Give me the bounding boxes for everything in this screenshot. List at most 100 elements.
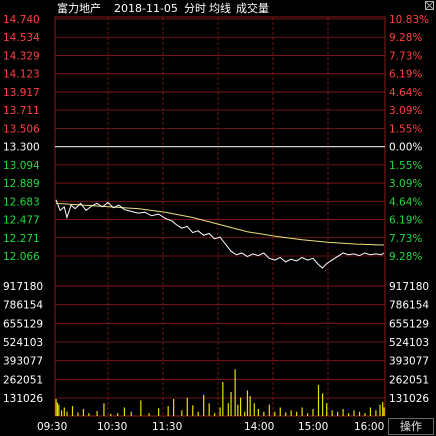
volume-bar (55, 398, 57, 416)
pct-tick-label: 9.28% (389, 32, 422, 44)
price-tick-label: 14.329 (3, 50, 40, 62)
pct-tick-label: 9.28% (389, 251, 422, 263)
volume-bar (56, 402, 59, 416)
price-line (55, 199, 385, 269)
volume-bar (214, 413, 216, 416)
volume-bar (312, 408, 314, 416)
volume-bar (237, 404, 239, 416)
price-tick-label: 14.534 (3, 32, 40, 44)
volume-bar (244, 411, 246, 416)
volume-tick-label-right: 131026 (389, 393, 429, 405)
volume-bar (326, 403, 328, 416)
volume-bar (117, 413, 119, 416)
pct-tick-label: 1.55% (389, 160, 422, 172)
pct-tick-label: 6.19% (389, 215, 422, 227)
volume-bar (290, 410, 292, 416)
average-price-line (55, 202, 385, 246)
chart-grid (54, 16, 386, 417)
volume-bar (140, 400, 142, 416)
pct-tick-label: 7.73% (389, 50, 422, 62)
price-tick-label: 12.066 (3, 251, 40, 263)
volume-bar (234, 369, 236, 416)
time-tick-label: 11:30 (152, 421, 182, 433)
volume-bar (246, 390, 249, 416)
pct-tick-label: 1.55% (389, 123, 422, 135)
price-tick-label: 13.917 (3, 87, 40, 99)
volume-bar (263, 411, 265, 416)
time-tick-label: 09:30 (37, 421, 67, 433)
volume-bar (331, 410, 333, 416)
volume-bar (257, 408, 259, 416)
price-tick-label: 13.506 (3, 123, 40, 135)
volume-bar (181, 410, 183, 416)
volume-bar (375, 410, 377, 416)
volume-bar (317, 384, 320, 416)
volume-tick-label: 131026 (3, 393, 43, 405)
volume-bar (219, 407, 221, 416)
volume-bar (110, 413, 112, 416)
volume-bar (158, 408, 160, 416)
volume-bar (192, 405, 194, 416)
close-icon[interactable] (425, 1, 434, 10)
volume-bar (103, 403, 105, 416)
volume-bar (197, 411, 199, 416)
volume-bar (382, 401, 384, 416)
pct-tick-label: 4.64% (389, 87, 422, 99)
volume-bar (82, 408, 85, 416)
volume-tick-label: 524103 (3, 337, 43, 349)
pct-tick-label: 0.00% (389, 142, 422, 154)
volume-bar (353, 410, 355, 416)
volume-tick-label: 655129 (3, 318, 43, 330)
volume-bar (342, 408, 344, 416)
volume-tick-label-right: 393077 (389, 356, 429, 368)
volume-bar (148, 413, 150, 416)
chart-title-mode: 分时 (184, 2, 206, 15)
volume-bar (379, 404, 381, 416)
price-lines (55, 199, 385, 269)
volume-bar (347, 413, 350, 416)
volume-bar (279, 407, 281, 416)
volume-bar (358, 411, 361, 416)
volume-bar (285, 412, 287, 416)
price-tick-label: 14.740 (3, 14, 40, 26)
volume-tick-label: 917180 (3, 281, 43, 293)
price-tick-label: 13.711 (3, 105, 40, 117)
time-tick-label: 10:30 (97, 421, 127, 433)
volume-bar (369, 407, 372, 416)
volume-tick-label-right: 655129 (389, 318, 429, 330)
volume-bar (63, 407, 65, 416)
volume-bar (186, 397, 188, 416)
pct-tick-label: 10.83% (389, 14, 429, 26)
time-tick-label: 15:00 (298, 421, 328, 433)
volume-bar (66, 411, 68, 416)
chart-title-date: 2018-11-05 (114, 2, 178, 15)
volume-bar (227, 403, 229, 416)
volume-bar (222, 381, 224, 416)
pct-tick-label: 4.64% (389, 196, 422, 208)
volume-bar (88, 413, 90, 416)
volume-bar (77, 412, 79, 416)
volume-bar (123, 407, 126, 416)
chart-frame (54, 16, 386, 417)
pct-tick-label: 3.09% (389, 178, 422, 190)
operate-button[interactable]: 操作 (388, 418, 434, 435)
volume-bar (203, 394, 205, 416)
volume-bar (173, 398, 175, 416)
volume-tick-label-right: 262051 (389, 374, 429, 386)
volume-legend: 成交量 (236, 1, 269, 15)
volume-bar (240, 397, 242, 416)
volume-tick-label-right: 786154 (389, 300, 429, 312)
price-tick-label: 12.477 (3, 215, 40, 227)
pct-tick-label: 3.09% (389, 105, 422, 117)
price-tick-label: 13.300 (3, 142, 40, 154)
volume-tick-label-right: 917180 (389, 281, 429, 293)
volume-tick-label: 393077 (3, 356, 43, 368)
volume-bar (249, 396, 251, 416)
volume-bar (296, 411, 298, 416)
volume-bar (208, 403, 210, 416)
volume-bar (337, 411, 339, 416)
time-tick-label: 14:00 (244, 421, 274, 433)
volume-bar (71, 406, 74, 416)
volume-bar (322, 393, 324, 416)
